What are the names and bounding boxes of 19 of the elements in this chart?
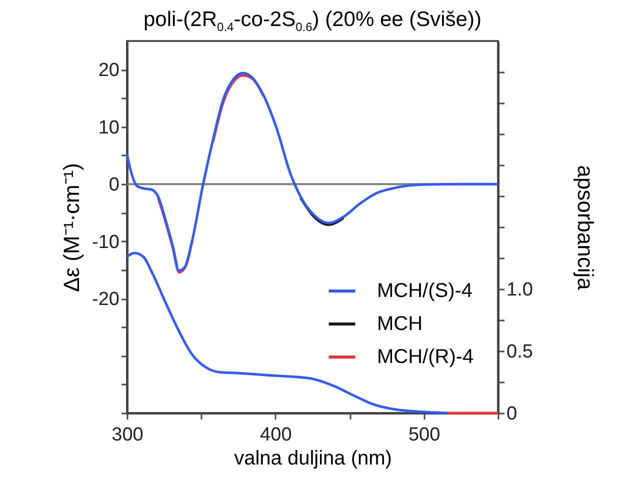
y-axis-title: Δε (M⁻¹·cm⁻¹) [59,163,84,292]
line-series [126,72,500,272]
y-tick-label: 10 [98,117,120,138]
x-axis-title: valna duljina (nm) [234,448,392,470]
chart-title: poli-(2R$_{0.4}$-co-2S$_{0.6}$) (20% ee (Sviše)) [142,8,482,34]
y-tick-label: 0 [108,174,120,196]
y-tick-label: -20 [92,289,120,310]
y-tick-label: -10 [92,232,120,253]
y2-tick-label: 1.0 [506,280,533,300]
legend-label: MCH [377,313,423,335]
x-tick-label: 500 [408,424,440,446]
x-tick-label: 300 [112,424,144,446]
y2-axis-title: apsorbancija [572,165,598,291]
y2-tick-label: 0 [506,404,518,424]
x-tick-label: 400 [260,424,292,446]
y2-tick-label: 0.5 [506,342,533,362]
y-tick-label: 20 [98,60,120,82]
legend-label: MCH/(S)-4 [377,280,473,302]
legend-label: MCH/(R)-4 [377,346,474,368]
